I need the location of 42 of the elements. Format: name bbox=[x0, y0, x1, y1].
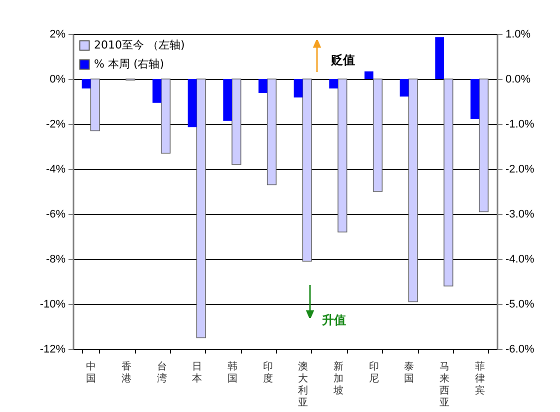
x-tick-label: 印度 bbox=[262, 360, 273, 384]
y2-tick-label: -3.0% bbox=[506, 208, 534, 220]
y-tick-label: -2% bbox=[46, 118, 66, 130]
bar bbox=[82, 79, 91, 88]
y2-tick-label: 0.0% bbox=[506, 74, 531, 86]
x-tick-label: 泰国 bbox=[404, 362, 414, 384]
bar bbox=[400, 79, 409, 97]
y2-tick-label: -2.0% bbox=[506, 164, 534, 176]
y-tick-label: -12% bbox=[40, 344, 66, 356]
x-tick-label: 印尼 bbox=[368, 360, 379, 384]
y-tick-label: 0% bbox=[50, 74, 66, 86]
y2-tick-label: -5.0% bbox=[506, 298, 534, 310]
x-tick-label: 台湾 bbox=[156, 360, 167, 384]
x-tick-label: 新加坡 bbox=[332, 360, 344, 396]
annotation: 升值 bbox=[322, 312, 346, 329]
x-tick-label: 马来西亚 bbox=[440, 362, 450, 408]
x-tick-label: 中国 bbox=[86, 360, 96, 384]
x-tick-label: 香港 bbox=[122, 360, 132, 384]
bar bbox=[329, 79, 338, 88]
y2-tick-label: -6.0% bbox=[506, 344, 534, 356]
y-tick-label: -4% bbox=[46, 164, 66, 176]
bar bbox=[152, 79, 162, 103]
x-tick-label: 韩国 bbox=[228, 360, 238, 384]
x-tick-label: 澳大利亚 bbox=[298, 360, 308, 408]
legend-label: % 本周 (右轴) bbox=[94, 58, 164, 70]
bar bbox=[470, 79, 480, 120]
legend-label: 2010至今 （左轴) bbox=[94, 38, 185, 52]
x-tick-label: 日本 bbox=[192, 362, 202, 384]
bar bbox=[294, 79, 303, 98]
x-tick-label: 菲律宾 bbox=[474, 360, 485, 396]
y2-tick-label: -4.0% bbox=[506, 254, 534, 266]
bar bbox=[435, 37, 444, 79]
y-tick-label: -8% bbox=[46, 254, 66, 266]
y-tick-label: 2% bbox=[50, 28, 66, 40]
bar bbox=[258, 79, 268, 93]
annotation: 贬值 bbox=[331, 52, 355, 69]
bar bbox=[364, 71, 374, 79]
y2-tick-label: -1.0% bbox=[506, 118, 534, 130]
bar bbox=[188, 79, 197, 128]
y-tick-label: -10% bbox=[40, 298, 66, 310]
y2-tick-label: 1.0% bbox=[506, 28, 531, 40]
y-tick-label: -6% bbox=[46, 208, 66, 220]
